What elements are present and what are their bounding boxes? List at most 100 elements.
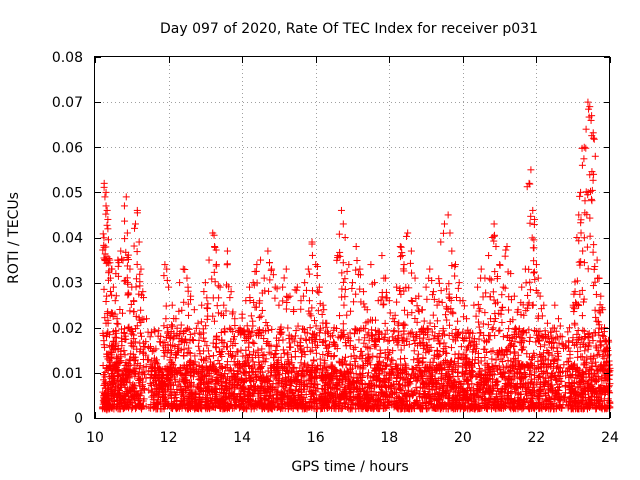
data-point — [541, 334, 549, 342]
data-point — [137, 265, 145, 273]
data-point — [343, 311, 351, 319]
data-point — [408, 328, 416, 336]
data-point — [308, 287, 316, 295]
data-point — [367, 261, 375, 269]
data-point — [519, 345, 527, 353]
data-point — [203, 294, 211, 302]
data-point — [457, 343, 465, 351]
data-point — [595, 350, 603, 358]
data-point — [454, 355, 462, 363]
data-point — [122, 193, 130, 201]
data-point — [184, 283, 192, 291]
data-point — [247, 312, 255, 320]
data-point — [306, 270, 314, 278]
data-point — [339, 259, 347, 267]
data-point — [177, 321, 185, 329]
data-point — [239, 368, 247, 376]
data-point — [437, 238, 445, 246]
data-point — [439, 229, 447, 237]
data-point — [226, 365, 234, 373]
data-point — [510, 343, 518, 351]
data-point — [310, 356, 318, 364]
data-point — [451, 350, 459, 358]
data-point — [284, 293, 292, 301]
data-point — [411, 274, 419, 282]
data-point — [186, 331, 194, 339]
data-point — [581, 332, 589, 340]
data-point — [241, 336, 249, 344]
data-point — [504, 357, 512, 365]
data-point — [437, 287, 445, 295]
data-point — [350, 298, 358, 306]
data-point — [130, 343, 138, 351]
data-point — [341, 285, 349, 293]
data-point — [343, 267, 351, 275]
grid-lines — [95, 57, 610, 418]
data-point — [209, 339, 217, 347]
data-point — [273, 341, 281, 349]
data-point — [318, 310, 326, 318]
data-point — [407, 247, 415, 255]
data-point — [260, 274, 268, 282]
data-point — [155, 327, 163, 335]
data-point — [426, 265, 434, 273]
data-point — [422, 349, 430, 357]
data-point — [588, 332, 596, 340]
data-point — [352, 326, 360, 334]
data-point — [136, 282, 144, 290]
data-point — [185, 311, 193, 319]
data-point — [284, 324, 292, 332]
data-point — [593, 351, 601, 359]
data-point — [441, 357, 449, 365]
data-point — [205, 256, 213, 264]
data-point — [355, 336, 363, 344]
data-point — [283, 351, 291, 359]
data-point — [286, 343, 294, 351]
data-point — [131, 338, 139, 346]
data-point — [408, 269, 416, 277]
data-point — [330, 339, 338, 347]
data-point — [172, 350, 180, 358]
data-point — [251, 351, 259, 359]
data-point — [103, 221, 111, 229]
data-point — [312, 349, 320, 357]
data-point — [362, 343, 370, 351]
data-point — [111, 297, 119, 305]
data-point — [238, 314, 246, 322]
data-point — [492, 377, 500, 385]
data-point — [505, 325, 513, 333]
data-point — [191, 352, 199, 360]
data-point — [154, 332, 162, 340]
data-point — [349, 279, 356, 287]
data-point — [222, 343, 230, 351]
data-point — [536, 343, 544, 351]
data-point — [130, 331, 138, 339]
data-point — [429, 358, 437, 366]
data-point — [400, 306, 408, 314]
data-point — [282, 305, 290, 313]
data-point — [290, 308, 298, 316]
data-point — [440, 330, 448, 338]
data-point — [169, 341, 177, 349]
data-point — [203, 342, 211, 350]
data-point — [168, 301, 176, 309]
data-point — [213, 302, 221, 310]
data-point — [183, 339, 191, 347]
data-point — [580, 327, 588, 335]
data-point — [226, 324, 234, 332]
data-point — [404, 386, 412, 394]
data-point — [263, 322, 271, 330]
data-point — [241, 357, 249, 365]
data-point — [452, 325, 460, 333]
data-point — [182, 326, 190, 334]
data-point — [584, 343, 592, 351]
data-point — [265, 287, 273, 295]
data-point — [275, 336, 283, 344]
data-point — [194, 342, 202, 350]
data-point — [255, 332, 263, 340]
data-point — [133, 248, 141, 256]
data-point — [102, 188, 110, 196]
data-point — [250, 340, 258, 348]
data-point — [273, 285, 281, 293]
